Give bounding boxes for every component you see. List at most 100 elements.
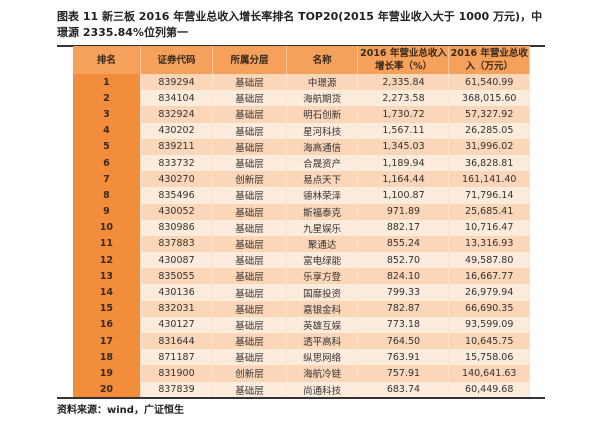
- cell-growth: 882.17: [357, 219, 450, 236]
- cell-revenue: 36,828.81: [448, 154, 530, 172]
- cell-code: 835055: [140, 268, 214, 285]
- header-growth: 2016 年营业总收入增长率（%）: [357, 46, 450, 74]
- cell-layer: 基础层: [212, 138, 287, 155]
- cell-rank: 3: [73, 106, 141, 123]
- cell-rank: 12: [73, 252, 141, 269]
- cell-growth: 2,273.58: [357, 90, 450, 107]
- cell-layer: 基础层: [212, 381, 287, 398]
- table-row: 20 837839 基础层 尚通科技 683.74 60,449.68: [73, 381, 530, 398]
- cell-layer: 基础层: [212, 154, 287, 172]
- cell-code: 430270: [140, 171, 214, 188]
- ranking-table: 排名 证券代码 所属分层 名称 2016 年营业总收入增长率（%） 2016 年…: [73, 46, 530, 398]
- cell-layer: 基础层: [212, 252, 287, 269]
- cell-name: 聚通达: [286, 235, 359, 253]
- cell-growth: 1,345.03: [357, 138, 450, 155]
- cell-revenue: 31,996.02: [448, 138, 530, 155]
- cell-code: 430136: [140, 284, 214, 301]
- cell-growth: 1,189.94: [357, 154, 450, 172]
- cell-name: 明石创新: [286, 106, 359, 123]
- table-row: 14 430136 基础层 国靡投资 799.33 26,979.94: [73, 284, 530, 301]
- header-row: 排名 证券代码 所属分层 名称 2016 年营业总收入增长率（%） 2016 年…: [73, 46, 530, 74]
- cell-rank: 20: [73, 381, 141, 398]
- cell-code: 834104: [140, 90, 214, 107]
- cell-code: 871187: [140, 349, 214, 366]
- table-row: 3 832924 基础层 明石创新 1,730.72 57,327.92: [73, 106, 530, 123]
- table-row: 16 430127 基础层 英雄互娱 773.18 93,599.09: [73, 316, 530, 333]
- cell-growth: 683.74: [357, 381, 450, 398]
- cell-revenue: 10,716.47: [448, 219, 530, 236]
- cell-growth: 763.91: [357, 349, 450, 366]
- cell-name: 合晟资产: [286, 154, 359, 172]
- cell-layer: 基础层: [212, 333, 287, 350]
- header-code: 证券代码: [140, 46, 214, 74]
- figure-title: 图表 11 新三板 2016 年营业总收入增长率排名 TOP20(2015 年营…: [57, 10, 543, 39]
- table-row: 12 430087 基础层 富电绿能 852.70 49,587.80: [73, 252, 530, 269]
- cell-revenue: 15,758.06: [448, 349, 530, 366]
- cell-name: 中璟源: [286, 74, 359, 91]
- cell-rank: 8: [73, 187, 141, 204]
- header-layer: 所属分层: [212, 46, 287, 74]
- cell-code: 837839: [140, 381, 214, 398]
- cell-revenue: 368,015.60: [448, 90, 530, 107]
- table-row: 19 831900 创新层 海航冷链 757.91 140,641.63: [73, 365, 530, 382]
- cell-code: 831900: [140, 365, 214, 382]
- cell-rank: 13: [73, 268, 141, 285]
- cell-name: 纵思网络: [286, 349, 359, 366]
- cell-layer: 基础层: [212, 203, 287, 220]
- cell-name: 尚通科技: [286, 381, 359, 398]
- cell-layer: 基础层: [212, 219, 287, 236]
- cell-layer: 基础层: [212, 106, 287, 123]
- table-row: 6 833732 基础层 合晟资产 1,189.94 36,828.81: [73, 154, 530, 172]
- cell-growth: 1,100.87: [357, 187, 450, 204]
- cell-code: 832031: [140, 300, 214, 317]
- cell-name: 星河科技: [286, 122, 359, 139]
- table-row: 10 830986 基础层 九星娱乐 882.17 10,716.47: [73, 219, 530, 236]
- cell-layer: 基础层: [212, 268, 287, 285]
- header-revenue: 2016 年营业总收入（万元）: [448, 46, 530, 74]
- cell-layer: 基础层: [212, 316, 287, 333]
- cell-rank: 7: [73, 171, 141, 188]
- cell-rank: 2: [73, 90, 141, 107]
- cell-layer: 创新层: [212, 171, 287, 188]
- cell-revenue: 16,667.77: [448, 268, 530, 285]
- cell-layer: 基础层: [212, 74, 287, 91]
- cell-name: 海航冷链: [286, 365, 359, 382]
- cell-code: 833732: [140, 154, 214, 172]
- cell-layer: 基础层: [212, 300, 287, 317]
- cell-code: 837883: [140, 235, 214, 253]
- cell-revenue: 26,285.05: [448, 122, 530, 139]
- cell-rank: 11: [73, 235, 141, 253]
- table-row: 17 831644 基础层 透平高科 764.50 10,645.75: [73, 333, 530, 350]
- cell-growth: 782.87: [357, 300, 450, 317]
- cell-growth: 1,567.11: [357, 122, 450, 139]
- cell-name: 透平高科: [286, 333, 359, 350]
- cell-growth: 773.18: [357, 316, 450, 333]
- cell-layer: 基础层: [212, 90, 287, 107]
- cell-revenue: 10,645.75: [448, 333, 530, 350]
- cell-code: 835496: [140, 187, 214, 204]
- cell-layer: 基础层: [212, 235, 287, 253]
- cell-name: 德林荣泽: [286, 187, 359, 204]
- cell-name: 斯福泰克: [286, 203, 359, 220]
- cell-code: 430087: [140, 252, 214, 269]
- cell-growth: 971.89: [357, 203, 450, 220]
- cell-name: 易点天下: [286, 171, 359, 188]
- table-row: 1 839294 基础层 中璟源 2,335.84 61,540.99: [73, 74, 530, 91]
- table-row: 11 837883 基础层 聚通达 855.24 13,316.93: [73, 235, 530, 253]
- header-name: 名称: [286, 46, 359, 74]
- cell-name: 国靡投资: [286, 284, 359, 301]
- cell-growth: 855.24: [357, 235, 450, 253]
- cell-code: 831644: [140, 333, 214, 350]
- cell-revenue: 57,327.92: [448, 106, 530, 123]
- cell-revenue: 93,599.09: [448, 316, 530, 333]
- header-rank: 排名: [73, 46, 141, 74]
- table-row: 5 839211 基础层 海高通信 1,345.03 31,996.02: [73, 138, 530, 155]
- cell-code: 839211: [140, 138, 214, 155]
- cell-growth: 1,164.44: [357, 171, 450, 188]
- cell-revenue: 25,685.41: [448, 203, 530, 220]
- cell-layer: 基础层: [212, 187, 287, 204]
- cell-growth: 757.91: [357, 365, 450, 382]
- cell-rank: 16: [73, 316, 141, 333]
- cell-code: 430202: [140, 122, 214, 139]
- cell-code: 839294: [140, 74, 214, 91]
